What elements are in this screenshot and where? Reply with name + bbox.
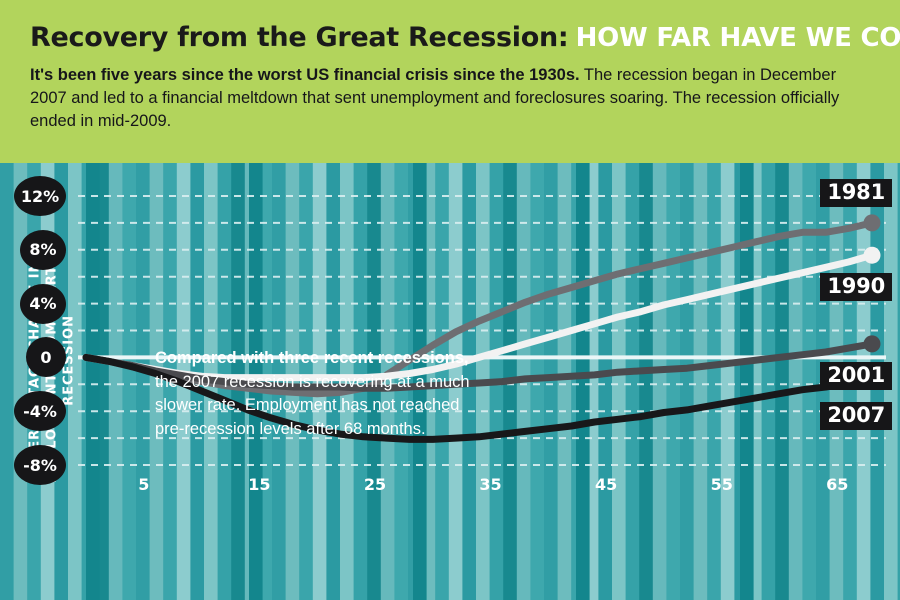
x-axis-tick: 25 <box>363 475 387 494</box>
series-lines <box>82 219 876 443</box>
y-axis-tick: 4% <box>20 283 66 324</box>
x-axis-tick: 65 <box>826 475 849 494</box>
y-axis-tick: 0 <box>26 337 66 378</box>
y-axis-tick: 12% <box>14 176 66 216</box>
deck-rest: The recession began in December 2007 and… <box>30 66 840 130</box>
header-banner: Recovery from the Great Recession: HOW F… <box>0 0 900 163</box>
callout-text: Compared with three recent recessions, t… <box>155 347 485 441</box>
deck-paragraph: It's been five years since the worst US … <box>30 64 876 133</box>
x-axis-tick: 35 <box>479 475 502 494</box>
chart-panel: PERCENTAGE CHANGE IN EMPLOYMENT FROM STA… <box>0 163 900 600</box>
y-axis-tick: 8% <box>20 229 66 270</box>
x-axis-tick: 15 <box>248 475 271 494</box>
series-label-2001: 2001 <box>820 361 892 390</box>
series-label-1981: 1981 <box>820 178 892 207</box>
x-axis-tick: 55 <box>710 475 733 494</box>
y-axis-tick: -8% <box>14 445 66 485</box>
x-axis-tick: 45 <box>595 475 618 494</box>
series-label-1990: 1990 <box>820 273 892 302</box>
callout-rest: the 2007 recession is recovering at a mu… <box>155 372 470 438</box>
page-title-accent: HOW FAR HAVE WE COME? <box>575 23 900 53</box>
page-title-main: Recovery from the Great Recession: <box>30 22 569 53</box>
line-chart <box>0 163 900 600</box>
page-title: Recovery from the Great Recession: HOW F… <box>30 22 900 54</box>
x-axis-tick: 5 <box>138 475 150 494</box>
callout-lead: Compared with three recent recessions, <box>155 349 469 367</box>
series-label-2007: 2007 <box>820 402 892 431</box>
deck-lead: It's been five years since the worst US … <box>30 66 580 84</box>
y-axis-tick: -4% <box>14 391 66 432</box>
